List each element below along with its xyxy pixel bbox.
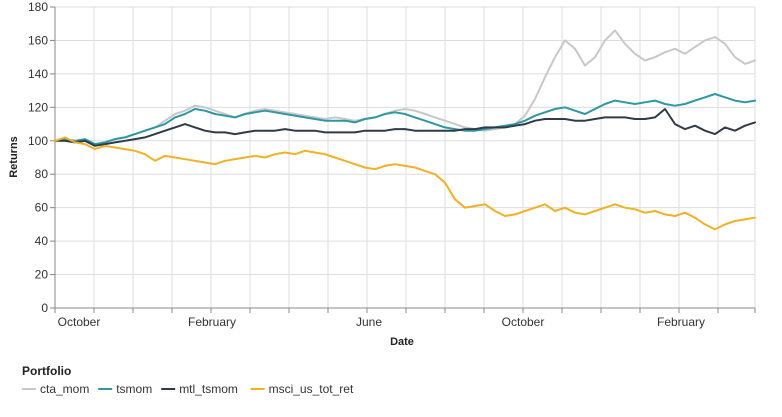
legend-item-tsmom[interactable]: tsmom — [98, 382, 152, 396]
legend-title: Portfolio — [22, 364, 71, 378]
y-axis-title: Returns — [8, 136, 20, 178]
legend: Portfolio cta_mom tsmom mtl_tsmom msci_us_to… — [22, 364, 354, 396]
y-tick-label: 80 — [35, 167, 49, 181]
y-tick-label: 0 — [41, 301, 48, 315]
y-tick-label: 60 — [35, 201, 49, 215]
y-tick-label: 180 — [28, 0, 48, 14]
legend-item-msci_us_tot_ret[interactable]: msci_us_tot_ret — [250, 382, 354, 396]
x-tick-label: June — [356, 315, 382, 329]
y-tick-label: 120 — [28, 100, 48, 114]
legend-item-cta_mom[interactable]: cta_mom — [22, 382, 89, 396]
x-tick-label: February — [188, 315, 236, 329]
series-line-tsmom — [54, 93, 756, 146]
x-tick-label: October — [58, 315, 101, 329]
series-line-msci_us_tot_ret — [54, 136, 756, 231]
legend-item-mtl_tsmom[interactable]: mtl_tsmom — [161, 382, 238, 396]
series-group — [54, 29, 756, 231]
legend-label: mtl_tsmom — [179, 382, 238, 396]
legend-label: cta_mom — [40, 382, 89, 396]
y-tick-label: 160 — [28, 33, 48, 47]
y-tick-label: 100 — [28, 134, 48, 148]
y-tick-label: 140 — [28, 67, 48, 81]
legend-label: msci_us_tot_ret — [269, 382, 354, 396]
x-tick-label: October — [502, 315, 545, 329]
series-line-cta_mom — [54, 29, 756, 146]
y-tick-label: 40 — [35, 234, 49, 248]
legend-label: tsmom — [116, 382, 152, 396]
y-tick-label: 20 — [35, 268, 49, 282]
x-axis-title: Date — [390, 336, 414, 348]
x-tick-label: February — [657, 315, 705, 329]
series-line-mtl_tsmom — [54, 108, 756, 147]
